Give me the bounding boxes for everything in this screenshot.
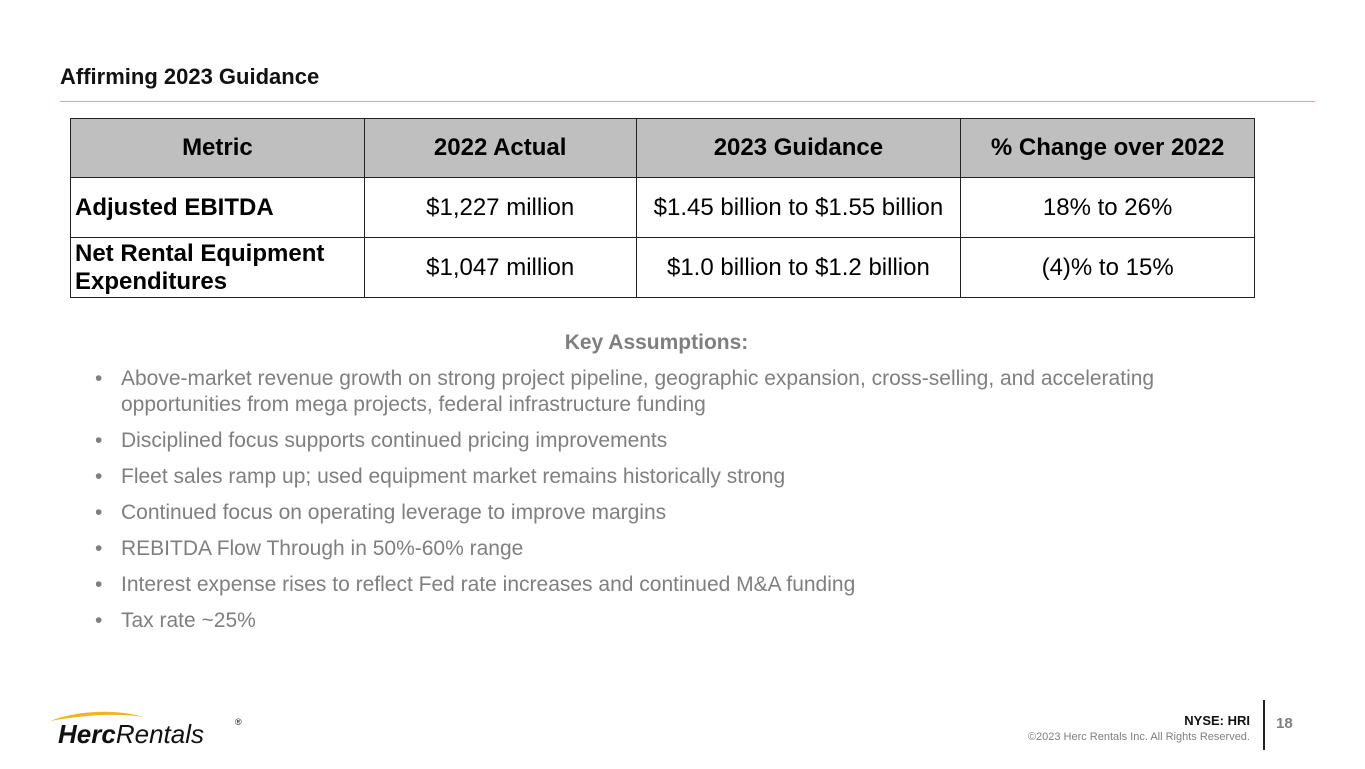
bullet-icon: • [95, 367, 103, 390]
slide-title: Affirming 2023 Guidance [60, 64, 320, 89]
percent-change-cell: 18% to 26% [960, 177, 1255, 238]
table-header-row: Metric 2022 Actual 2023 Guidance % Chang… [70, 118, 1255, 178]
page-number: 18 [1276, 715, 1293, 732]
metric-cell: Adjusted EBITDA [70, 177, 365, 238]
list-item: • REBITDA Flow Through in 50%-60% range [95, 536, 1275, 562]
assumptions-list: • Above-market revenue growth on strong p… [95, 366, 1275, 644]
logo-registered-mark: ® [235, 717, 242, 727]
metric-label-line2: Expenditures [75, 267, 228, 295]
bullet-icon: • [95, 573, 103, 596]
column-header-metric: Metric [70, 118, 365, 178]
list-item-text: Interest expense rises to reflect Fed ra… [121, 573, 856, 596]
table-row: Adjusted EBITDA $1,227 million $1.45 bil… [70, 177, 1255, 238]
bullet-icon: • [95, 537, 103, 560]
guidance-table: Metric 2022 Actual 2023 Guidance % Chang… [70, 118, 1255, 298]
column-header-percent-change: % Change over 2022 [960, 118, 1255, 178]
bullet-icon: • [95, 609, 103, 632]
copyright-notice: ©2023 Herc Rentals Inc. All Rights Reser… [1027, 731, 1250, 743]
table-row: Net Rental Equipment Expenditures $1,047… [70, 237, 1255, 298]
key-assumptions-heading: Key Assumptions: [564, 331, 749, 354]
list-item-text: Fleet sales ramp up; used equipment mark… [121, 465, 786, 488]
list-item-text: Disciplined focus supports continued pri… [121, 429, 668, 452]
list-item: • Above-market revenue growth on strong p… [95, 366, 1275, 418]
bullet-icon: • [95, 501, 103, 524]
metric-label-line1: Net Rental Equipment [75, 239, 325, 267]
list-item-text: Continued focus on operating leverage to… [121, 501, 667, 524]
list-item-text: Tax rate ~25% [121, 609, 256, 632]
list-item-text: Above-market revenue growth on strong pr… [121, 367, 1155, 416]
list-item: • Tax rate ~25% [95, 608, 1275, 634]
title-divider [60, 101, 1315, 102]
ticker-symbol: NYSE: HRI [1184, 713, 1250, 728]
logo-herc-word: Herc [58, 719, 116, 749]
guidance-2023-cell: $1.45 billion to $1.55 billion [635, 177, 962, 238]
bullet-icon: • [95, 465, 103, 488]
list-item: • Continued focus on operating leverage t… [95, 500, 1275, 526]
logo-swoosh [50, 711, 143, 721]
column-header-2023-guidance: 2023 Guidance [635, 118, 962, 178]
column-header-2022-actual: 2022 Actual [363, 118, 637, 178]
bullet-icon: • [95, 429, 103, 452]
actual-2022-cell: $1,227 million [363, 177, 637, 238]
list-item: • Interest expense rises to reflect Fed r… [95, 572, 1275, 598]
metric-cell: Net Rental Equipment Expenditures [70, 237, 365, 298]
logo-rentals-word: Rentals [116, 719, 204, 749]
list-item: • Disciplined focus supports continued pr… [95, 428, 1275, 454]
actual-2022-cell: $1,047 million [363, 237, 637, 298]
herc-rentals-logo: HercRentals ® [50, 711, 242, 749]
guidance-2023-cell: $1.0 billion to $1.2 billion [635, 237, 962, 298]
list-item-text: REBITDA Flow Through in 50%-60% range [121, 537, 524, 560]
percent-change-cell: (4)% to 15% [960, 237, 1255, 298]
list-item: • Fleet sales ramp up; used equipment mar… [95, 464, 1275, 490]
logo-herc-text: HercRentals [58, 719, 204, 749]
footer-divider [1263, 700, 1265, 750]
